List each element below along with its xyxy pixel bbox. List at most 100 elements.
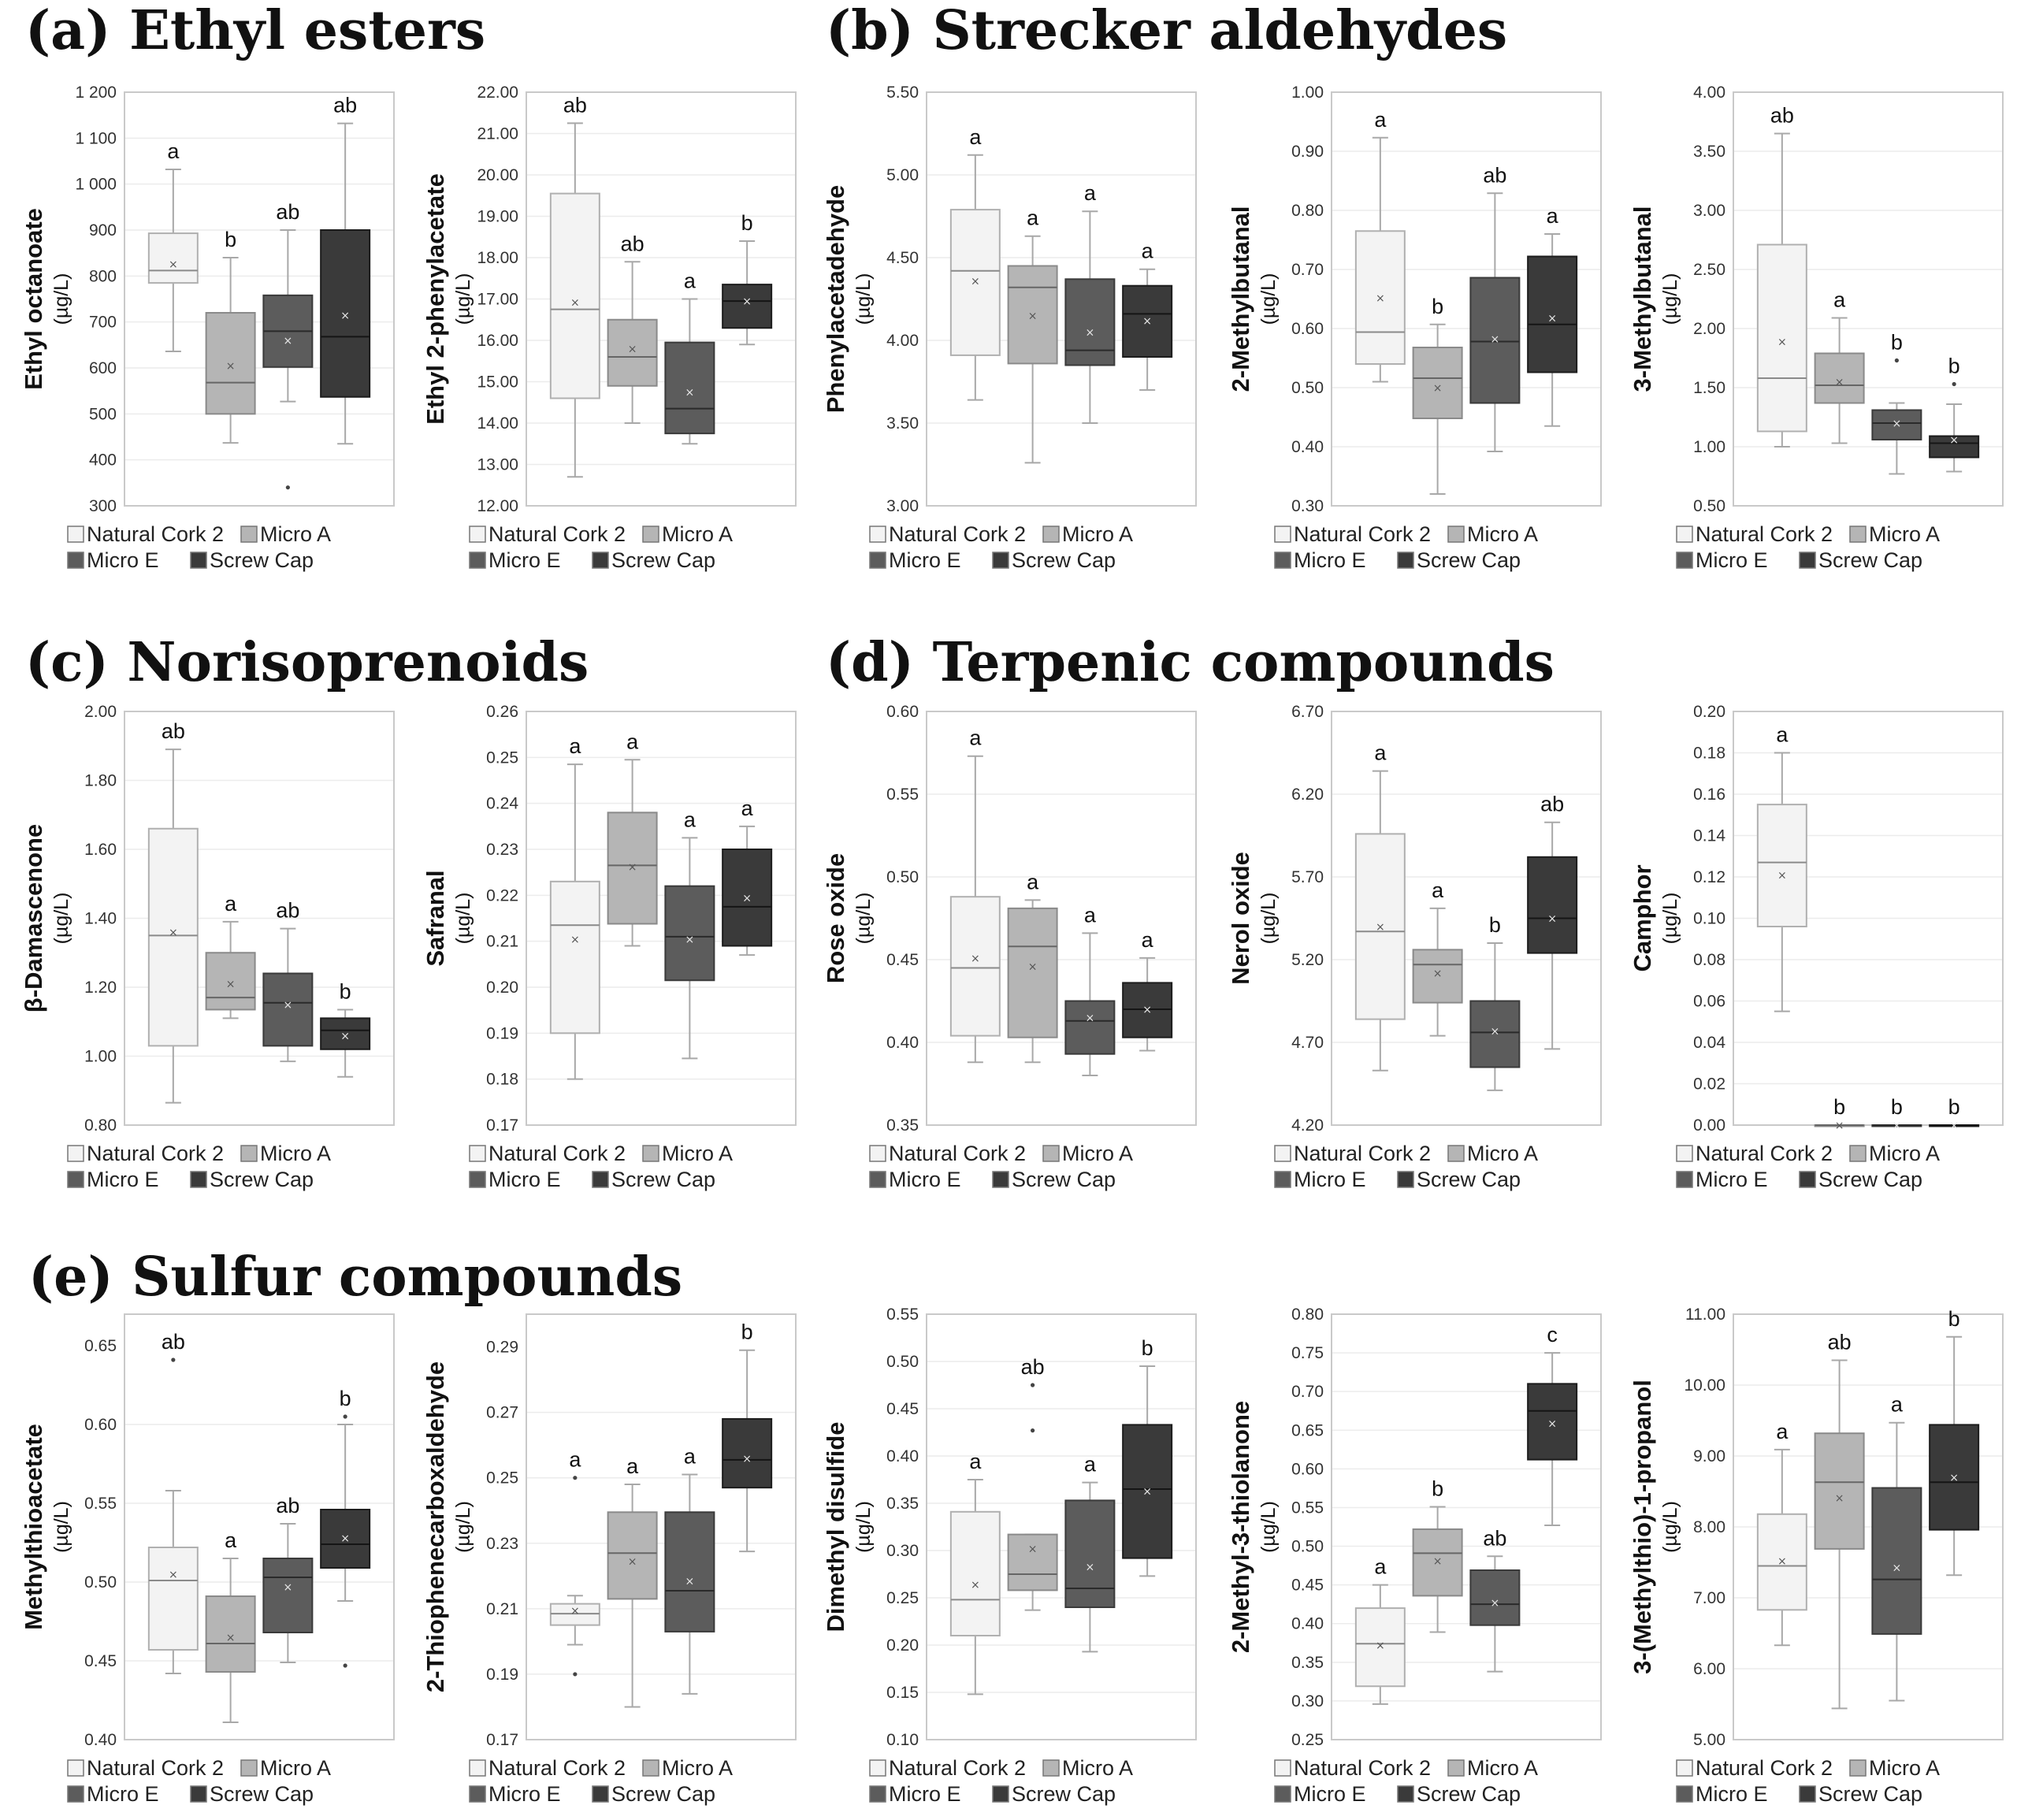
legend-item: Screw Cap bbox=[592, 1168, 715, 1191]
significance-label: b bbox=[741, 211, 753, 235]
legend-swatch bbox=[642, 526, 659, 543]
plot-frame bbox=[124, 1313, 395, 1740]
legend-label: Screw Cap bbox=[611, 548, 715, 572]
chart-b-damascenone: 0.80 1.00 1.20 1.40 1.60 1.80 2.00 β-Damascenon… bbox=[20, 703, 395, 1191]
legend-label: Micro A bbox=[1869, 1142, 1940, 1165]
y-tick-label: 2.00 bbox=[1693, 320, 1725, 338]
y-tick-label: 0.90 bbox=[1291, 143, 1324, 161]
legend-label: Screw Cap bbox=[611, 1168, 715, 1191]
legend-label: Natural Cork 2 bbox=[1294, 1142, 1431, 1165]
y-tick-label: 12.00 bbox=[477, 497, 518, 515]
legend-swatch bbox=[1849, 1759, 1867, 1777]
y-tick-label: 11.00 bbox=[1685, 1306, 1725, 1324]
outlier-point bbox=[573, 1476, 578, 1480]
legend-swatch bbox=[1799, 1171, 1816, 1188]
box-ethyl-2-phenylacetate-3: ×b bbox=[722, 211, 773, 346]
legend-item: Natural Cork 2 bbox=[1274, 522, 1431, 546]
mean-marker: × bbox=[1491, 333, 1500, 346]
y-axis-label: Ethyl octanoate bbox=[20, 208, 47, 390]
plot-frame bbox=[1331, 711, 1602, 1126]
legend-label: Natural Cork 2 bbox=[1696, 522, 1833, 546]
y-tick-label: 8.00 bbox=[1693, 1518, 1725, 1536]
box-iqr bbox=[1122, 284, 1173, 358]
y-axis-label: 2-Methylbutanal bbox=[1227, 206, 1254, 392]
mean-marker: × bbox=[284, 1581, 293, 1594]
y-tick-label: 6.20 bbox=[1291, 786, 1324, 804]
y-tick-label: 0.45 bbox=[886, 951, 919, 969]
y-axis-label: Safranal bbox=[422, 870, 449, 966]
legend-item: Micro A bbox=[1447, 1756, 1538, 1780]
y-axis-label: 3-(Methylthio)-1-propanol bbox=[1629, 1380, 1656, 1674]
significance-label: a bbox=[1776, 723, 1789, 747]
box-3-methylthio-1-propanol-1: × ab bbox=[1814, 1331, 1865, 1710]
legend-label: Micro E bbox=[87, 548, 159, 572]
box-iqr bbox=[1871, 409, 1922, 440]
significance-label: a bbox=[969, 1450, 982, 1473]
y-axis-label: 3-Methylbutanal bbox=[1629, 206, 1656, 392]
significance-label: a bbox=[684, 808, 696, 831]
significance-label: ab bbox=[162, 1330, 185, 1354]
legend-swatch bbox=[1274, 1759, 1291, 1777]
mean-marker: × bbox=[742, 892, 752, 904]
plot-frame bbox=[526, 711, 797, 1126]
box-iqr bbox=[1122, 982, 1173, 1038]
mean-marker: × bbox=[1491, 1025, 1500, 1038]
legend: Natural Cork 2 Micro A Micro E Screw Cap bbox=[1274, 1756, 1538, 1806]
chart-methylthioacetate: 0.40 0.45 0.50 0.55 0.60 0.65 Methylthioacetat… bbox=[20, 1313, 395, 1806]
chart-camphor: 0.00 0.02 0.04 0.06 0.08 0.10 0.12 0.14 0.16 0.18… bbox=[1629, 703, 2004, 1191]
legend-item: Micro E bbox=[469, 1168, 561, 1191]
y-tick-label: 0.60 bbox=[1291, 320, 1324, 338]
y-tick-label: 0.50 bbox=[1693, 497, 1725, 515]
legend-item: Natural Cork 2 bbox=[67, 1142, 224, 1165]
box-ethyl-octanoate-0: ×a bbox=[147, 139, 199, 352]
mean-marker: × bbox=[169, 927, 178, 939]
plot-frame bbox=[526, 91, 797, 507]
y-tick-label: 0.50 bbox=[1291, 379, 1324, 397]
y-axis-unit: (µg/L) bbox=[50, 273, 72, 325]
significance-label: a bbox=[741, 797, 754, 820]
legend-label: Natural Cork 2 bbox=[1696, 1756, 1833, 1780]
significance-label: a bbox=[1142, 928, 1154, 952]
y-tick-label: 0.65 bbox=[84, 1337, 117, 1355]
legend: Natural Cork 2 Micro A Micro E Screw Cap bbox=[469, 522, 733, 572]
legend-swatch bbox=[469, 552, 486, 569]
significance-label: a bbox=[1084, 181, 1097, 205]
legend-item: Natural Cork 2 bbox=[469, 1756, 626, 1780]
mean-marker: × bbox=[1893, 418, 1902, 430]
legend-swatch bbox=[869, 1759, 886, 1777]
mean-marker: × bbox=[1142, 1004, 1152, 1016]
legend-swatch bbox=[1447, 526, 1465, 543]
box-rose-oxide-3: ×a bbox=[1122, 928, 1173, 1052]
y-tick-label: 0.19 bbox=[486, 1666, 518, 1684]
y-tick-label: 0.21 bbox=[486, 1600, 518, 1618]
significance-label: a bbox=[1891, 1393, 1904, 1417]
legend-label: Natural Cork 2 bbox=[889, 1756, 1026, 1780]
y-axis-unit: (µg/L) bbox=[1659, 893, 1681, 945]
y-tick-label: 0.70 bbox=[1291, 261, 1324, 279]
mean-marker: × bbox=[340, 1532, 350, 1545]
significance-label: a bbox=[1084, 903, 1097, 927]
legend-swatch bbox=[869, 552, 886, 569]
significance-label: ab bbox=[1483, 1526, 1506, 1550]
plot-frame bbox=[926, 91, 1197, 507]
legend-swatch bbox=[190, 552, 207, 569]
y-tick-label: 0.50 bbox=[84, 1573, 117, 1592]
legend-label: Micro E bbox=[87, 1168, 159, 1191]
legend: Natural Cork 2 Micro A Micro E Screw Cap bbox=[869, 1756, 1133, 1806]
mean-marker: × bbox=[685, 1576, 695, 1588]
significance-label: ab bbox=[276, 200, 299, 224]
mean-marker: × bbox=[1433, 382, 1443, 395]
legend-item: Micro E bbox=[1274, 1168, 1366, 1191]
y-tick-label: 0.30 bbox=[886, 1542, 919, 1560]
legend-label: Screw Cap bbox=[210, 1168, 314, 1191]
y-tick-label: 0.80 bbox=[1291, 202, 1324, 220]
legend-item: Micro E bbox=[1676, 548, 1768, 572]
section-title-a: (a) Ethyl esters bbox=[25, 0, 485, 62]
legend-label: Micro A bbox=[1062, 1756, 1133, 1780]
legend-swatch bbox=[469, 1759, 486, 1777]
y-tick-label: 600 bbox=[89, 359, 117, 377]
y-tick-label: 0.02 bbox=[1693, 1075, 1725, 1094]
mean-marker: × bbox=[1835, 1492, 1844, 1505]
legend-label: Screw Cap bbox=[611, 1782, 715, 1806]
legend: Natural Cork 2 Micro A Micro E Screw Cap bbox=[1274, 1142, 1538, 1191]
